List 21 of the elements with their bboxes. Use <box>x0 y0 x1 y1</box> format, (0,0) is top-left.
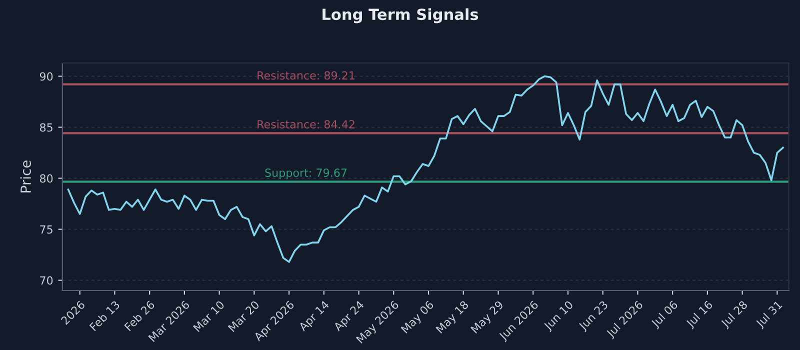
ref-line-label: Resistance: 89.21 <box>258 71 354 80</box>
y-tick-label: 85 <box>40 123 52 132</box>
ref-line-label: Support: 79.67 <box>265 168 347 180</box>
x-tick-label: Jul 06 <box>650 300 680 330</box>
x-tick-label: Feb 26 <box>124 300 156 332</box>
y-axis-title: Price <box>20 160 31 192</box>
x-tick-label: Mar 20 <box>228 300 260 332</box>
y-tick-label: 90 <box>40 72 53 81</box>
x-tick-label: Jun 23 <box>578 300 610 332</box>
ref-line-label: Resistance: 84.42 <box>258 120 354 128</box>
y-tick-label: 70 <box>40 276 53 285</box>
x-tick-label: Jul 16 <box>685 300 714 330</box>
x-tick-label: Jul 31 <box>754 300 784 330</box>
x-tick-label: Jul 28 <box>720 300 750 330</box>
x-tick-label: Apr 14 <box>298 300 332 334</box>
y-tick-label: 75 <box>40 225 52 234</box>
x-tick-label: Feb 13 <box>89 300 120 332</box>
x-tick-label: Mar 10 <box>192 300 225 332</box>
chart-title: Long Term Signals <box>322 8 478 24</box>
y-tick-label: 80 <box>40 174 53 183</box>
x-tick-label: Jun 10 <box>542 300 575 332</box>
